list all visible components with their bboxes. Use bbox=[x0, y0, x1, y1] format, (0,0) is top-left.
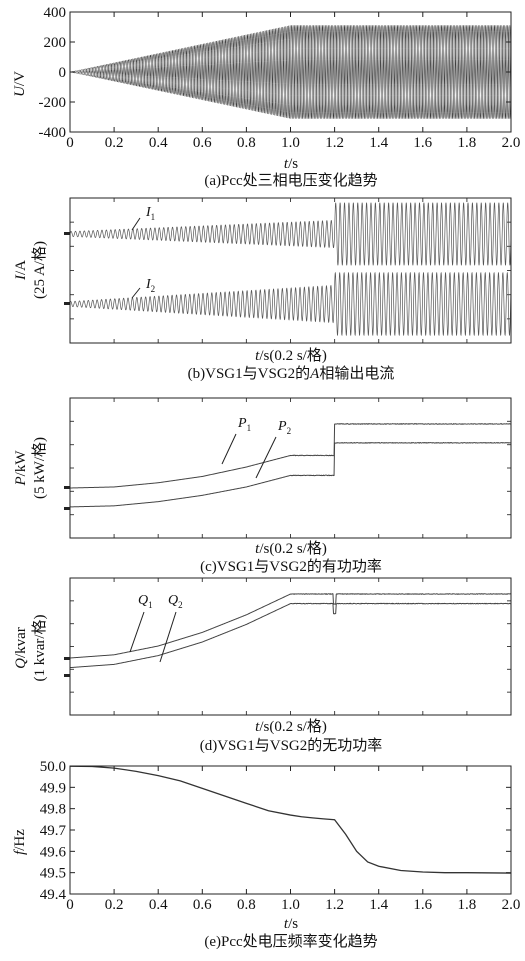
d-q1-label: Q1 bbox=[138, 593, 153, 610]
b-current-waveforms bbox=[70, 203, 511, 335]
a-y-axis-label: U/V bbox=[12, 71, 28, 97]
c-p1-leader bbox=[222, 434, 236, 464]
c-p1-label: P1 bbox=[237, 416, 251, 433]
e-y-tick-label: 49.5 bbox=[40, 866, 66, 882]
a-y-tick-label: -400 bbox=[39, 125, 67, 141]
panel-d: Q/kvar (1 kvar/格) Q1 Q2 t/s(0.2 s/格) (d)… bbox=[13, 578, 511, 754]
e-x-tick-label: 1.4 bbox=[369, 897, 388, 913]
c-p2-line bbox=[70, 443, 511, 507]
a-x-tick-label: 0.4 bbox=[149, 135, 168, 151]
c-p2-zero-marker bbox=[64, 507, 70, 510]
d-y-axis-scale: (1 kvar/格) bbox=[31, 614, 48, 681]
d-q2-label: Q2 bbox=[168, 593, 183, 610]
c-power-lines bbox=[70, 424, 511, 507]
panel-a: 400 200 0 -200 -400 0 0.2 0.4 0.6 0.8 1.0 1.2 1.4 1.… bbox=[12, 5, 520, 189]
d-q2-zero-marker bbox=[64, 674, 70, 677]
e-x-tick-label: 0.2 bbox=[105, 897, 124, 913]
a-x-tick-label: 1.2 bbox=[325, 135, 344, 151]
b-i2-label: I2 bbox=[145, 277, 155, 294]
e-y-tick-label: 49.9 bbox=[40, 780, 66, 796]
d-q1-leader bbox=[130, 612, 144, 652]
e-frequency-series-line bbox=[70, 766, 511, 873]
b-x-axis-label: t/s(0.2 s/格) bbox=[255, 347, 327, 364]
a-y-tick-label: 200 bbox=[44, 35, 67, 51]
panel-c: P/kW (5 kW/格) P1 P2 t/s(0.2 s/格) (c)VSG1… bbox=[13, 398, 511, 575]
e-y-tick-label: 49.6 bbox=[40, 844, 67, 860]
e-x-tick-label: 0.6 bbox=[193, 897, 212, 913]
c-tick-marks bbox=[70, 398, 511, 538]
d-y-axis-label: Q/kvar bbox=[13, 627, 29, 669]
a-x-axis-label: t/s bbox=[284, 156, 298, 172]
b-i2-zero-marker bbox=[64, 302, 70, 305]
a-x-tick-label: 0.2 bbox=[105, 135, 124, 151]
c-x-axis-label: t/s(0.2 s/格) bbox=[255, 540, 327, 557]
d-tick-marks bbox=[70, 578, 511, 715]
a-caption: (a)Pcc处三相电压变化趋势 bbox=[204, 172, 377, 189]
b-caption: (b)VSG1与VSG2的A相输出电流 bbox=[188, 365, 395, 382]
c-plot-frame bbox=[70, 398, 511, 538]
b-y-axis-scale: (25 A/格) bbox=[31, 241, 48, 299]
e-x-tick-label: 1.8 bbox=[458, 897, 477, 913]
a-x-tick-label: 0 bbox=[66, 135, 74, 151]
e-x-tick-label: 0.8 bbox=[237, 897, 256, 913]
b-y-axis-label: I/A bbox=[13, 260, 29, 281]
e-x-tick-label: 0.4 bbox=[149, 897, 168, 913]
c-y-axis-label: P/kW bbox=[13, 450, 29, 487]
d-x-axis-label: t/s(0.2 s/格) bbox=[255, 718, 327, 735]
b-i1-zero-marker bbox=[64, 232, 70, 235]
panel-e: 50.049.949.849.749.649.549.4 0 0.2 0.4 0.6 0… bbox=[12, 759, 520, 950]
c-p2-label: P2 bbox=[277, 419, 291, 436]
b-i1-label: I1 bbox=[145, 205, 155, 222]
e-y-tick-label: 50.0 bbox=[40, 759, 66, 775]
e-y-tick-label: 49.7 bbox=[40, 823, 67, 839]
panel-b: I/A (25 A/格) I1 I2 t/s(0.2 s/格) (b)VSG1与… bbox=[13, 198, 511, 382]
d-reactive-lines bbox=[70, 594, 511, 668]
b-i2-leader bbox=[132, 288, 140, 298]
c-y-axis-scale: (5 kW/格) bbox=[31, 437, 48, 499]
e-x-tick-label: 1.6 bbox=[413, 897, 432, 913]
d-caption: (d)VSG1与VSG2的无功功率 bbox=[200, 737, 383, 754]
a-x-tick-label: 1.0 bbox=[281, 135, 300, 151]
a-x-tick-label: 1.6 bbox=[413, 135, 432, 151]
e-y-axis-label: f/Hz bbox=[12, 829, 28, 855]
a-y-tick-label: -200 bbox=[39, 95, 67, 111]
a-x-tick-label: 0.8 bbox=[237, 135, 256, 151]
c-caption: (c)VSG1与VSG2的有功功率 bbox=[200, 558, 382, 575]
e-caption: (e)Pcc处电压频率变化趋势 bbox=[204, 933, 377, 950]
e-x-tick-label: 1.0 bbox=[281, 897, 300, 913]
e-plot-frame bbox=[70, 766, 511, 894]
e-frequency-line bbox=[70, 766, 511, 873]
c-p2-leader bbox=[256, 437, 276, 478]
a-x-tick-label: 2.0 bbox=[502, 135, 521, 151]
b-i1-line bbox=[70, 203, 511, 265]
d-q2-leader bbox=[160, 612, 176, 662]
e-x-tick-label: 0 bbox=[66, 897, 74, 913]
e-y-tick-label: 49.8 bbox=[40, 802, 66, 818]
a-y-tick-label: 0 bbox=[59, 65, 67, 81]
e-x-axis-label: t/s bbox=[284, 916, 298, 932]
b-i1-leader bbox=[132, 218, 140, 230]
e-x-tick-label: 1.2 bbox=[325, 897, 344, 913]
d-plot-frame bbox=[70, 578, 511, 715]
a-voltage-waveform bbox=[70, 25, 511, 118]
d-q1-zero-marker bbox=[64, 657, 70, 660]
b-i2-line bbox=[70, 273, 511, 335]
e-y-ticks: 50.0 49.9 49.8 49.7 49.6 49.5 49.4 bbox=[40, 759, 511, 903]
e-x-tick-label: 2.0 bbox=[502, 897, 521, 913]
c-p1-zero-marker bbox=[64, 486, 70, 489]
a-x-tick-label: 0.6 bbox=[193, 135, 212, 151]
e-x-ticks: 0 0.2 0.4 0.6 0.8 1.0 1.2 1.4 1.6 1.8 2.0 bbox=[66, 766, 520, 913]
a-x-tick-label: 1.4 bbox=[369, 135, 388, 151]
a-y-tick-label: 400 bbox=[44, 5, 67, 21]
a-x-tick-label: 1.8 bbox=[458, 135, 477, 151]
e-y-tick-label: 49.4 bbox=[40, 887, 67, 903]
